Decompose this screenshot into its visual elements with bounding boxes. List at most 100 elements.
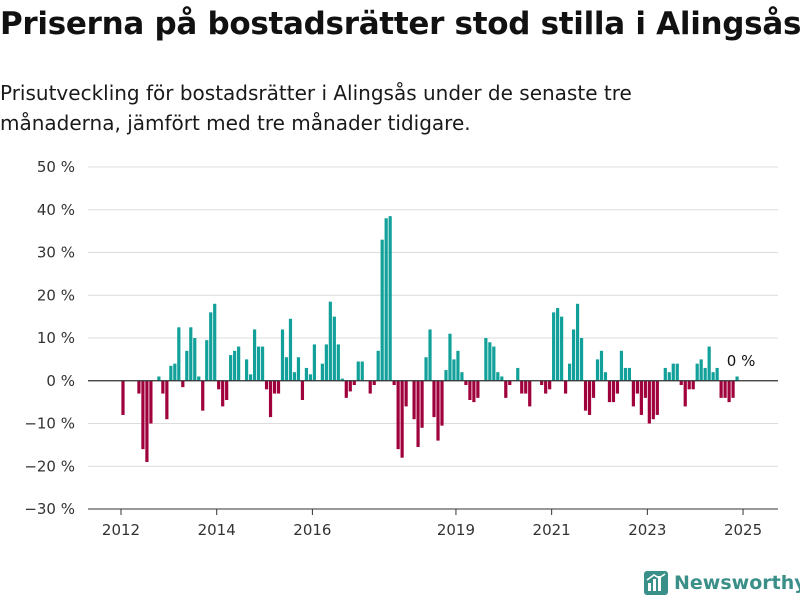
- bar: [540, 380, 544, 386]
- bar: [571, 329, 576, 381]
- bar: [675, 363, 679, 381]
- bar: [655, 380, 659, 415]
- bar: [663, 367, 667, 381]
- bar: [396, 380, 400, 450]
- bar: [252, 329, 257, 381]
- bar: [412, 380, 416, 420]
- bar: [564, 380, 568, 394]
- bar: [189, 327, 193, 381]
- y-tick-label: 50 %: [37, 158, 75, 176]
- bar: [575, 303, 580, 381]
- bar: [376, 350, 380, 381]
- axis-layer: −30 % −20 % −10 % 0 % 10 % 20 % 30 % 40 % 50 % 20…: [24, 158, 778, 539]
- y-tick-label: −10 %: [24, 415, 75, 433]
- bar: [683, 380, 687, 407]
- bar: [567, 363, 572, 381]
- bar: [719, 380, 723, 398]
- bar: [260, 346, 265, 381]
- latest-value-annotation: 0 %: [727, 352, 756, 370]
- bar: [631, 380, 635, 407]
- x-tick-label: 2012: [102, 521, 140, 539]
- bar: [472, 380, 476, 403]
- bar: [671, 363, 675, 381]
- bar: [528, 380, 532, 407]
- bar: [504, 380, 508, 398]
- bar: [420, 380, 424, 428]
- bar: [723, 380, 727, 398]
- bar: [643, 380, 647, 398]
- bar: [464, 380, 468, 386]
- bar: [699, 359, 703, 381]
- y-tick-label: 0 %: [46, 372, 75, 390]
- bar: [711, 372, 715, 381]
- bar: [193, 338, 197, 381]
- bar: [284, 357, 289, 381]
- price-change-chart: −30 % −20 % −10 % 0 % 10 % 20 % 30 % 40 % 50 % 20…: [24, 158, 778, 539]
- bar: [691, 380, 695, 390]
- bar: [436, 380, 440, 441]
- bar: [324, 344, 328, 381]
- bar: [248, 374, 253, 381]
- bar: [149, 380, 153, 424]
- bar: [300, 380, 305, 400]
- bar: [276, 380, 281, 394]
- bar: [444, 370, 448, 381]
- bar: [340, 378, 344, 381]
- bar: [344, 380, 348, 398]
- bar: [308, 374, 313, 381]
- bar: [627, 367, 632, 381]
- bar: [225, 380, 229, 400]
- bar: [141, 380, 145, 450]
- y-tick-label: 10 %: [37, 329, 75, 347]
- bar: [388, 216, 392, 381]
- bar: [268, 380, 273, 418]
- bars-layer: [121, 216, 739, 462]
- bar: [560, 316, 564, 381]
- bar: [448, 333, 452, 381]
- x-tick-label: 2025: [724, 521, 762, 539]
- bar: [209, 312, 213, 381]
- bar: [368, 380, 372, 394]
- bar: [217, 380, 221, 390]
- bar: [272, 380, 277, 394]
- bar: [221, 380, 225, 407]
- bar: [587, 380, 592, 415]
- bar: [619, 350, 624, 381]
- logo-text: Newsworthy: [674, 572, 800, 594]
- page-title: Priserna på bostadsrätter stod stilla i …: [0, 6, 800, 42]
- x-tick-label: 2014: [198, 521, 236, 539]
- bar: [416, 380, 420, 448]
- bar: [611, 380, 616, 403]
- bar: [177, 327, 181, 381]
- bar: [432, 380, 436, 418]
- bar: [161, 380, 165, 394]
- bar: [173, 363, 177, 381]
- bar: [245, 359, 249, 381]
- bar: [121, 380, 125, 415]
- bar: [687, 380, 691, 390]
- bar: [623, 367, 628, 381]
- bar: [360, 361, 364, 381]
- bar: [352, 380, 356, 386]
- bar: [157, 376, 161, 381]
- y-tick-label: 40 %: [37, 201, 75, 219]
- bar: [484, 338, 488, 381]
- bar: [603, 372, 608, 381]
- bar: [424, 357, 428, 381]
- bar: [213, 303, 217, 381]
- x-tick-label: 2019: [437, 521, 475, 539]
- bar: [460, 372, 464, 381]
- x-tick-label: 2016: [293, 521, 331, 539]
- bar: [715, 367, 719, 381]
- bar: [635, 380, 639, 394]
- bar: [348, 380, 352, 392]
- bar: [727, 380, 731, 403]
- x-tick-label: 2023: [628, 521, 666, 539]
- bar: [556, 308, 560, 381]
- y-tick-label: 20 %: [37, 286, 75, 304]
- bar: [476, 380, 480, 398]
- bar: [595, 359, 600, 381]
- bar: [312, 344, 316, 381]
- newsworthy-logo: Newsworthy: [644, 568, 800, 598]
- bar: [607, 380, 612, 403]
